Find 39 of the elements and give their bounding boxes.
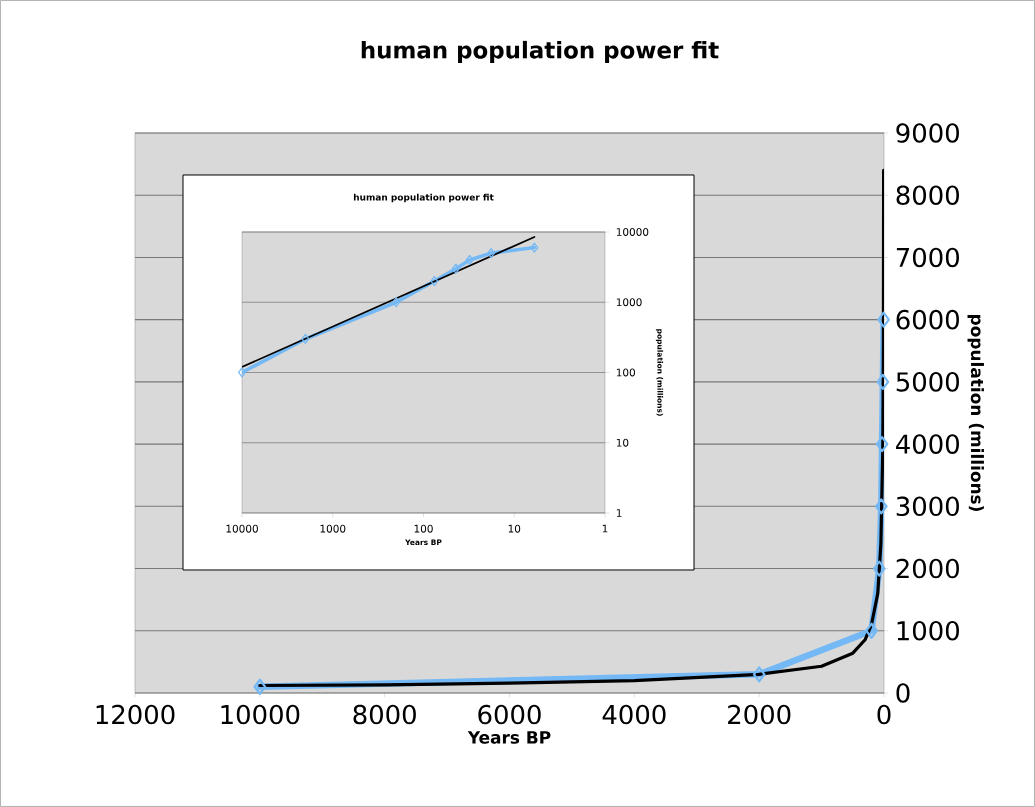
y-tick-label: 7000	[896, 247, 959, 268]
y-tick-label: 100	[616, 368, 635, 377]
y-tick-label: 0	[896, 683, 910, 703]
point	[872, 560, 886, 577]
y-tick-label: 3000	[896, 496, 959, 517]
line-series	[258, 168, 884, 688]
x-tick-label: 8000	[353, 704, 416, 725]
point	[877, 311, 890, 328]
x-tick-label: 2000	[728, 704, 791, 725]
y-tick-label: 1000	[897, 620, 959, 641]
y-tick-label: 10	[616, 438, 629, 447]
y-tick-label: 10000	[616, 228, 649, 236]
chart-title: human population power fit	[353, 193, 494, 203]
y-tick-label: 1000	[616, 298, 642, 307]
y-tick-label: 1	[616, 509, 622, 517]
chart-title: human population power fit	[361, 40, 719, 64]
point	[253, 678, 267, 695]
point	[752, 666, 766, 683]
x-tick-label: 12000	[96, 704, 175, 725]
x-tick-label: 6000	[478, 704, 541, 725]
x-tick-label: 0	[877, 704, 891, 725]
y-tick-label: 9000	[896, 123, 959, 143]
x-tick-label: 10000	[221, 704, 300, 725]
y-axis-title: population (millions)	[967, 315, 984, 511]
y-tick-label: 6000	[896, 309, 959, 330]
x-tick-label: 10	[508, 524, 521, 533]
x-tick-label: 1	[602, 524, 608, 533]
y-tick-label: 5000	[896, 372, 959, 392]
point	[875, 436, 889, 453]
y-tick-label: 2000	[896, 558, 959, 579]
y-tick-label: 8000	[896, 185, 959, 205]
point	[865, 622, 878, 639]
point	[876, 373, 890, 390]
y-tick-label: 4000	[896, 434, 959, 454]
x-tick-label: 100	[414, 524, 433, 533]
x-tick-label: 1000	[320, 524, 346, 533]
x-axis-title: Years BP	[467, 731, 551, 744]
point	[874, 498, 888, 515]
x-tick-label: 10000	[226, 524, 258, 533]
